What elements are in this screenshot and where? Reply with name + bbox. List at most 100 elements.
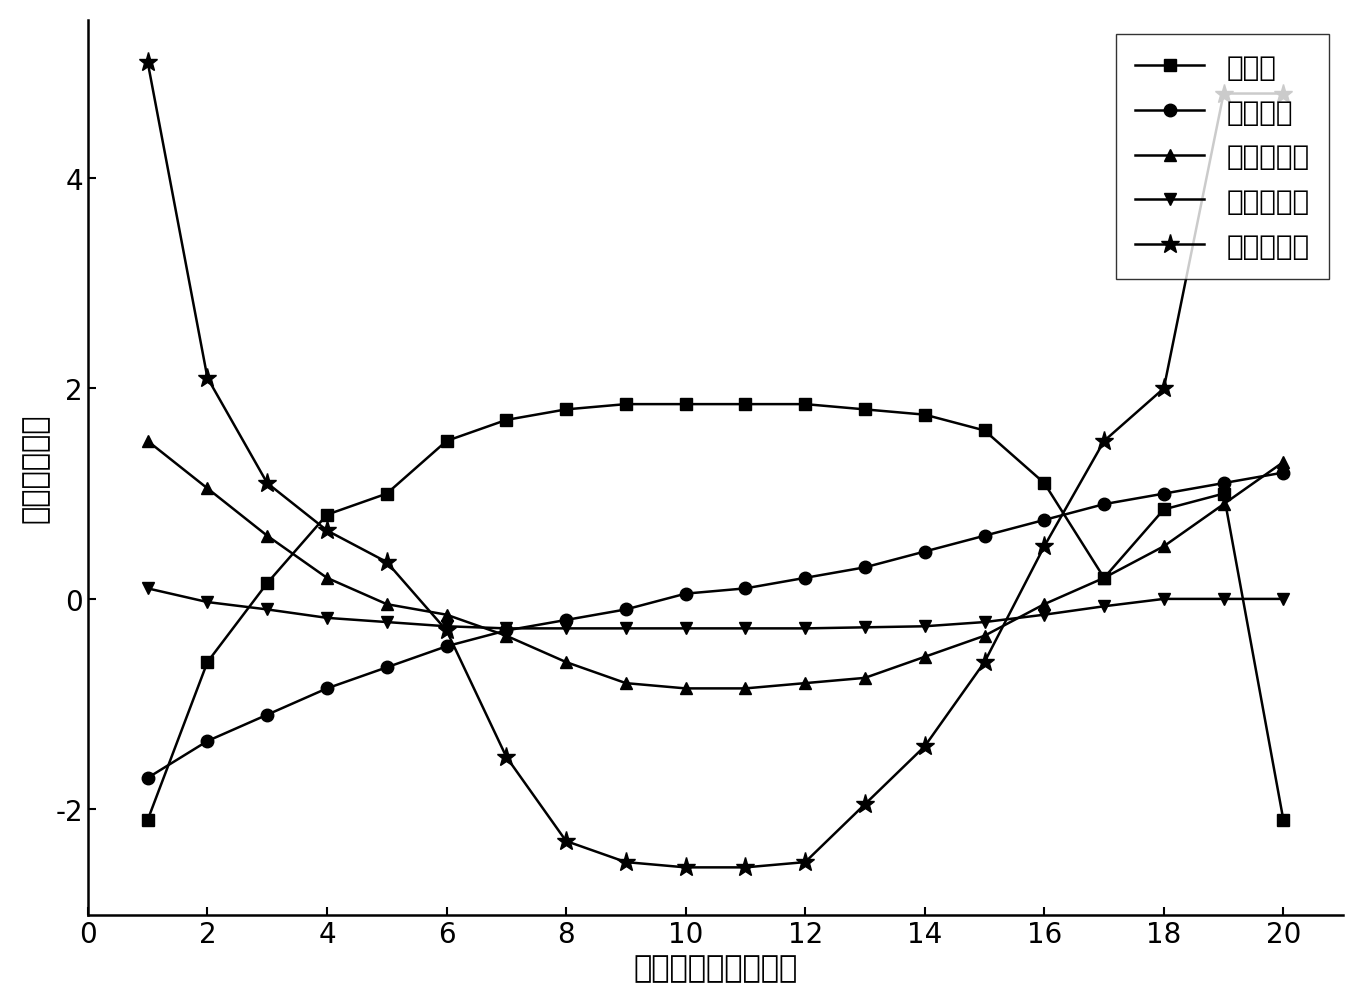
Line: 工作辊弯辊: 工作辊弯辊 — [142, 435, 1289, 695]
中间辊横移 — [498, 751, 514, 763]
中间辊弯辊 — [857, 622, 873, 634]
中间辊横移 — [1215, 88, 1232, 100]
工作辊弯辊 — [558, 656, 574, 668]
朮制力 — [917, 409, 933, 421]
朮制力 — [1275, 814, 1292, 826]
朮辊倾斜 — [857, 562, 873, 574]
朮辊倾斜 — [1095, 498, 1112, 511]
中间辊弯辊 — [199, 597, 216, 609]
中间辊弯辊 — [1037, 609, 1053, 621]
朮辊倾斜 — [199, 735, 216, 747]
工作辊弯辊 — [797, 677, 813, 689]
朮辊倾斜 — [1037, 515, 1053, 527]
朮制力 — [498, 414, 514, 426]
朮制力 — [797, 399, 813, 411]
工作辊弯辊 — [139, 435, 155, 447]
中间辊横移 — [1095, 435, 1112, 447]
中间辊弯辊 — [1095, 601, 1112, 613]
工作辊弯辊 — [498, 630, 514, 642]
朮辊倾斜 — [977, 531, 993, 543]
工作辊弯辊 — [259, 531, 276, 543]
工作辊弯辊 — [1037, 599, 1053, 611]
工作辊弯辊 — [379, 599, 396, 611]
中间辊横移 — [917, 740, 933, 752]
中间辊横移 — [1275, 88, 1292, 100]
朮辊倾斜 — [1215, 477, 1232, 489]
中间辊弯辊 — [737, 623, 753, 635]
中间辊横移 — [319, 525, 336, 537]
工作辊弯辊 — [678, 683, 694, 695]
朮制力 — [199, 656, 216, 668]
朮制力 — [857, 404, 873, 416]
朮制力 — [319, 510, 336, 522]
中间辊弯辊 — [498, 623, 514, 635]
中间辊弯辊 — [678, 623, 694, 635]
朮辊倾斜 — [498, 625, 514, 637]
中间辊弯辊 — [977, 617, 993, 629]
朮制力 — [558, 404, 574, 416]
中间辊弯辊 — [438, 621, 454, 633]
中间辊横移 — [379, 557, 396, 569]
中间辊弯辊 — [1155, 594, 1172, 606]
中间辊横移 — [259, 477, 276, 489]
中间辊弯辊 — [1275, 594, 1292, 606]
中间辊弯辊 — [917, 621, 933, 633]
中间辊横移 — [737, 862, 753, 874]
工作辊弯辊 — [737, 683, 753, 695]
工作辊弯辊 — [1095, 573, 1112, 585]
中间辊横移 — [977, 656, 993, 668]
中间辊弯辊 — [379, 617, 396, 629]
中间辊横移 — [558, 835, 574, 848]
朮制力 — [678, 399, 694, 411]
朮制力 — [1095, 573, 1112, 585]
中间辊横移 — [438, 625, 454, 637]
朮辊倾斜 — [618, 604, 634, 616]
中间辊横移 — [139, 57, 155, 69]
朮辊倾斜 — [1275, 467, 1292, 479]
朮辊倾斜 — [737, 583, 753, 595]
Line: 中间辊横移: 中间辊横移 — [138, 53, 1293, 878]
朮制力 — [379, 488, 396, 500]
中间辊弯辊 — [259, 604, 276, 616]
朮制力 — [1215, 488, 1232, 500]
中间辊横移 — [678, 862, 694, 874]
X-axis label: 带鉢宽度方向测量点: 带鉢宽度方向测量点 — [633, 953, 798, 982]
朮辊倾斜 — [259, 709, 276, 721]
朮制力 — [139, 814, 155, 826]
中间辊横移 — [797, 857, 813, 869]
朮辊倾斜 — [438, 641, 454, 653]
朮辊倾斜 — [379, 662, 396, 674]
朮制力 — [438, 435, 454, 447]
朮辊倾斜 — [678, 588, 694, 600]
中间辊弯辊 — [558, 623, 574, 635]
工作辊弯辊 — [438, 609, 454, 621]
Legend: 朮制力, 朮辊倾斜, 工作辊弯辊, 中间辊弯辊, 中间辊横移: 朮制力, 朮辊倾斜, 工作辊弯辊, 中间辊弯辊, 中间辊横移 — [1116, 35, 1330, 280]
朮辊倾斜 — [319, 683, 336, 695]
朮制力 — [259, 578, 276, 590]
工作辊弯辊 — [319, 573, 336, 585]
工作辊弯辊 — [1155, 541, 1172, 553]
中间辊横移 — [1037, 541, 1053, 553]
朮制力 — [977, 425, 993, 437]
中间辊弯辊 — [618, 623, 634, 635]
朮辊倾斜 — [558, 614, 574, 626]
朮制力 — [737, 399, 753, 411]
Line: 朮辊倾斜: 朮辊倾斜 — [142, 466, 1289, 784]
朮制力 — [1155, 504, 1172, 516]
中间辊弯辊 — [1215, 594, 1232, 606]
中间辊横移 — [857, 798, 873, 810]
工作辊弯辊 — [618, 677, 634, 689]
朮辊倾斜 — [139, 772, 155, 784]
中间辊弯辊 — [139, 583, 155, 595]
中间辊弯辊 — [797, 623, 813, 635]
Line: 中间辊弯辊: 中间辊弯辊 — [142, 583, 1289, 635]
工作辊弯辊 — [977, 630, 993, 642]
工作辊弯辊 — [857, 672, 873, 684]
朮辊倾斜 — [1155, 488, 1172, 500]
朮制力 — [618, 399, 634, 411]
Y-axis label: 调控功效系数: 调控功效系数 — [20, 413, 50, 523]
朮制力 — [1037, 477, 1053, 489]
朮辊倾斜 — [797, 573, 813, 585]
工作辊弯辊 — [1275, 456, 1292, 468]
中间辊横移 — [199, 372, 216, 384]
